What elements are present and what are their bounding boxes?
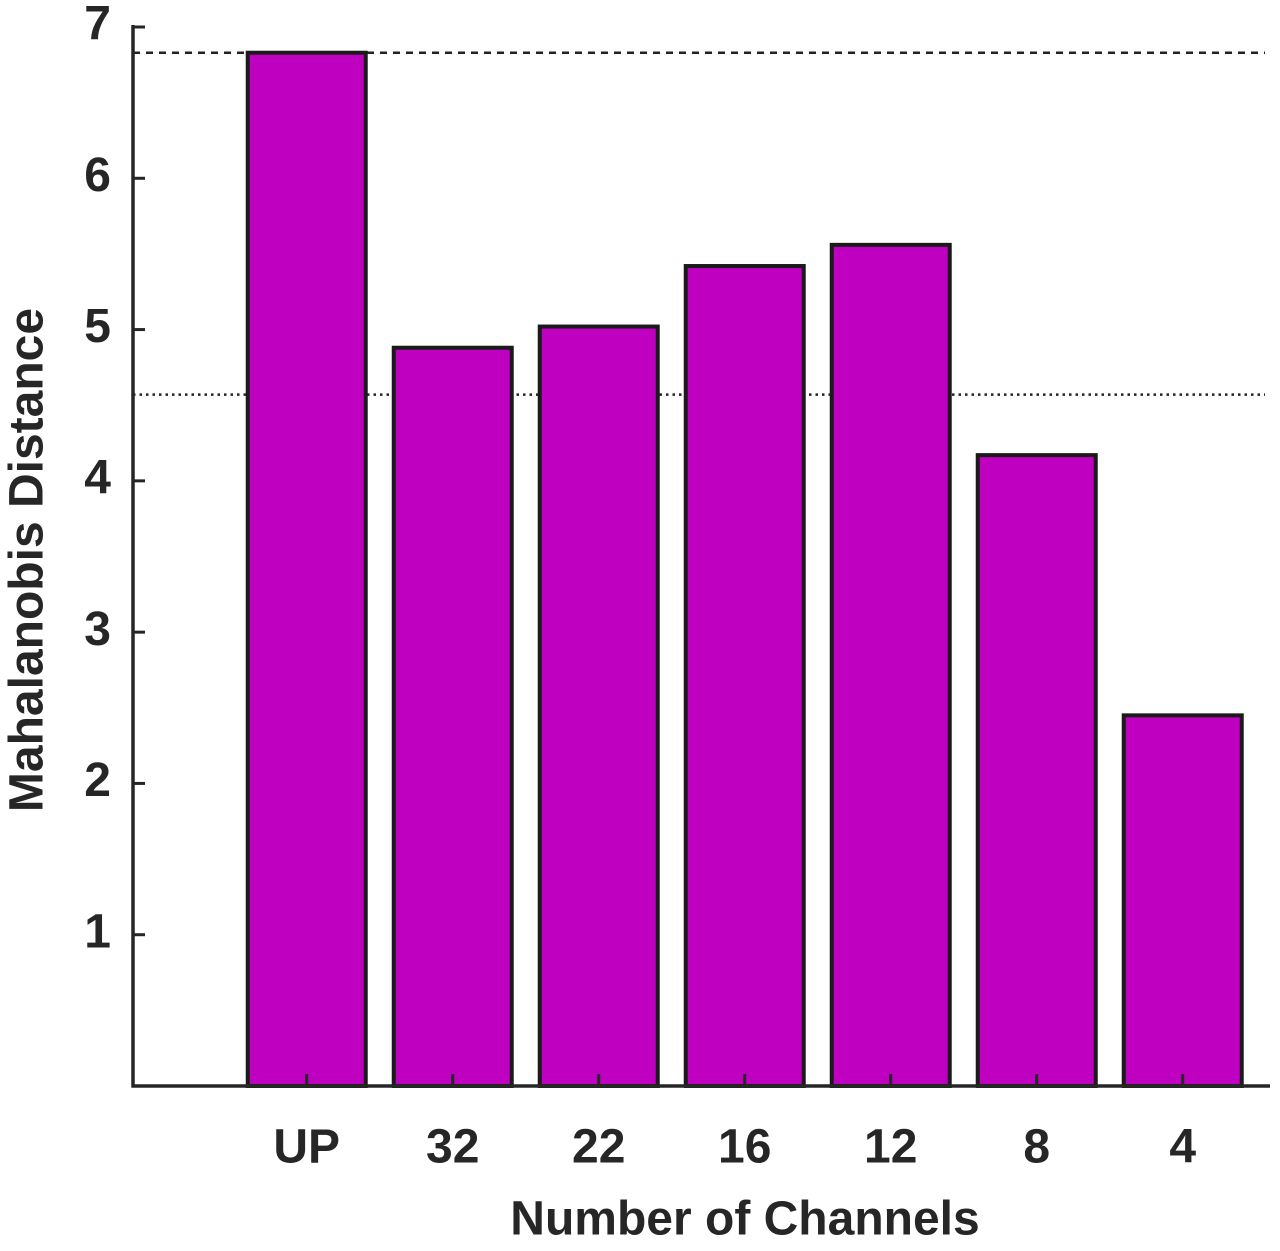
x-axis-title: Number of Channels — [510, 1193, 979, 1246]
x-tick-label: UP — [273, 1121, 340, 1174]
bar — [1121, 713, 1244, 1088]
y-tick-label: 5 — [84, 300, 111, 353]
bar — [245, 50, 368, 1088]
bar — [537, 324, 660, 1088]
x-tick-label: 32 — [426, 1121, 479, 1174]
y-tick-label: 1 — [84, 905, 111, 958]
x-tick-label: 22 — [572, 1121, 625, 1174]
x-tick-label: 4 — [1169, 1121, 1196, 1174]
y-tick-label: 7 — [84, 0, 111, 51]
y-tick-label: 3 — [84, 603, 111, 656]
x-tick-label: 16 — [718, 1121, 771, 1174]
x-tick-label: 12 — [864, 1121, 917, 1174]
x-tick-label: 8 — [1023, 1121, 1050, 1174]
bar — [829, 242, 952, 1088]
bar — [975, 453, 1098, 1089]
bar — [391, 345, 514, 1088]
y-tick-label: 6 — [84, 149, 111, 202]
y-tick-label: 4 — [84, 452, 111, 505]
bar — [683, 264, 806, 1088]
y-tick-label: 2 — [84, 754, 111, 807]
y-axis-title: Mahalanobis Distance — [1, 308, 54, 812]
